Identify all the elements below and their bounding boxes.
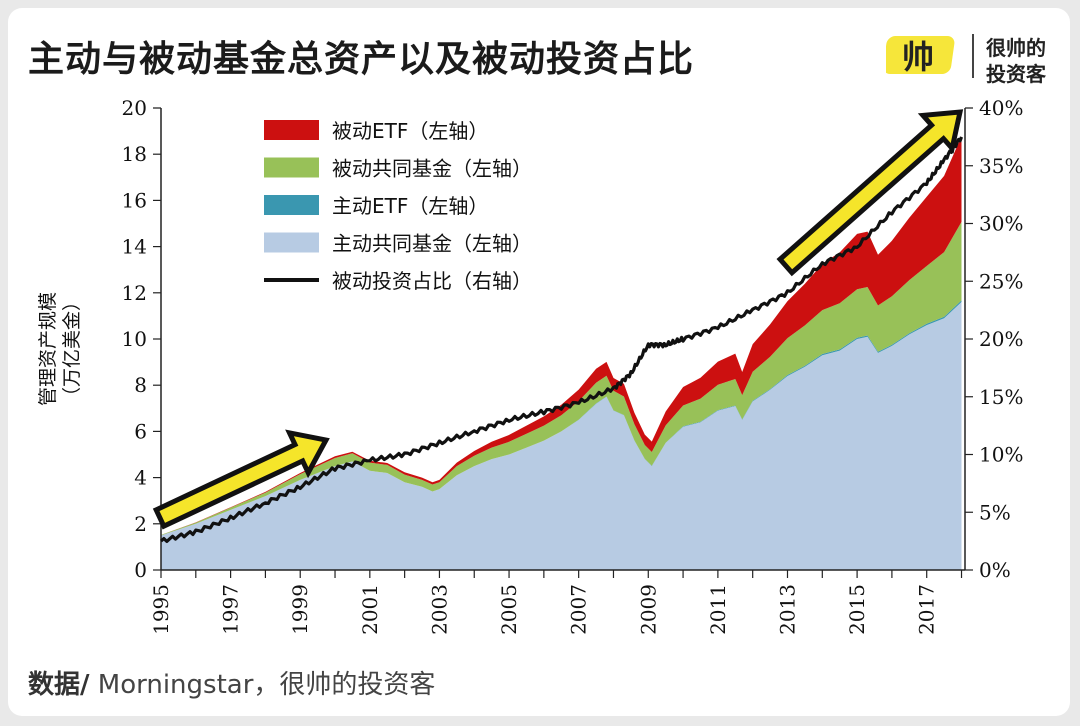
y-left-tick-label: 18 (122, 142, 147, 166)
logo-text-line2: 投资客 (986, 62, 1046, 86)
x-tick-label: 2003 (427, 584, 451, 635)
page-title: 主动与被动基金总资产以及被动投资占比 (28, 39, 695, 80)
y-left-tick-label: 10 (122, 327, 147, 351)
x-tick-label: 2015 (845, 584, 869, 635)
y-left-tick-label: 14 (122, 235, 147, 259)
chart-axes: 0 2 4 6 8 10 12 14 16 18 20 0% 5% 10% 15% 20% 25% 30% 35% 4… (37, 96, 1023, 635)
legend-label: 主动共同基金（左轴） (332, 232, 532, 256)
y-right-tick-label: 5% (979, 500, 1011, 524)
y-right-tick-label: 20% (979, 327, 1023, 351)
x-tick-label: 2009 (636, 584, 660, 635)
logo-text-line1: 很帅的 (986, 36, 1046, 60)
y-right-tick-label: 35% (979, 154, 1023, 178)
legend-label: 主动ETF（左轴） (332, 194, 488, 218)
y-right-tick-label: 10% (979, 443, 1023, 467)
y-right-tick-label: 0% (979, 558, 1011, 582)
y-left-tick-label: 8 (134, 373, 147, 397)
y-left-tick-label: 16 (122, 188, 147, 212)
legend-label: 被动投资占比（右轴） (332, 269, 532, 293)
area-passive-mutual-funds (161, 221, 962, 536)
trend-arrows (152, 109, 964, 530)
x-tick-label: 2007 (567, 584, 591, 635)
stacked-areas (161, 136, 962, 570)
trend-arrow-recent-shape (776, 109, 964, 277)
x-tick-label: 1995 (149, 584, 173, 635)
x-tick-label: 2005 (497, 584, 521, 635)
brand-logo: 帅 很帅的 投资客 (886, 30, 1066, 90)
source-label: 数据/ (28, 670, 90, 700)
y-right-tick-label: 15% (979, 385, 1023, 409)
legend-label: 被动ETF（左轴） (332, 119, 488, 143)
x-tick-label: 1997 (219, 584, 243, 635)
data-source: 数据/ Morningstar，很帅的投资客 (28, 664, 435, 701)
trend-arrow-early (152, 429, 330, 530)
logo-mark-text: 帅 (902, 38, 934, 76)
source-text: Morningstar，很帅的投资客 (89, 670, 436, 700)
logo-mark-icon: 帅 (886, 36, 955, 76)
trend-arrow-recent (776, 109, 964, 277)
y-left-tick-label: 2 (134, 512, 147, 536)
legend-swatch (264, 157, 319, 178)
logo-divider (972, 34, 974, 78)
y-left-tick-label: 12 (122, 281, 147, 305)
area-chart: 0 2 4 6 8 10 12 14 16 18 20 0% 5% 10% 15% 20% 25% 30% 35% 4… (37, 96, 1023, 635)
y-left-tick-label: 6 (134, 419, 147, 443)
trend-arrow-early-shape (152, 429, 330, 530)
y-axis-label: 管理资产规模 (37, 292, 59, 406)
y-right-tick-label: 40% (979, 96, 1023, 120)
passive-share-series (159, 136, 964, 543)
chart-card: 主动与被动基金总资产以及被动投资占比 帅 很帅的 投资客 0 2 4 6 8 10 12 14… (8, 8, 1070, 716)
chart-legend: 被动ETF（左轴） 被动共同基金（左轴） 主动ETF（左轴） 主动共同基金（左轴） 被动… (264, 119, 532, 293)
legend-swatch (264, 232, 319, 253)
y-left-tick-label: 20 (122, 96, 147, 120)
passive-share-line (159, 136, 964, 543)
x-tick-label: 2001 (358, 584, 382, 635)
y-left-tick-label: 0 (134, 558, 147, 582)
y-right-tick-label: 30% (979, 212, 1023, 236)
area-active-mutual-funds (161, 302, 962, 570)
x-tick-label: 2011 (706, 584, 730, 635)
y-left-tick-label: 4 (134, 466, 147, 490)
y-axis-label-unit: （万亿美金） (61, 292, 83, 406)
legend-swatch (264, 195, 319, 215)
x-tick-label: 2013 (776, 584, 800, 635)
x-tick-label: 2017 (915, 584, 939, 635)
y-right-tick-label: 25% (979, 269, 1023, 293)
legend-swatch (264, 120, 319, 140)
legend-label: 被动共同基金（左轴） (332, 157, 532, 181)
x-tick-label: 1999 (288, 584, 312, 635)
